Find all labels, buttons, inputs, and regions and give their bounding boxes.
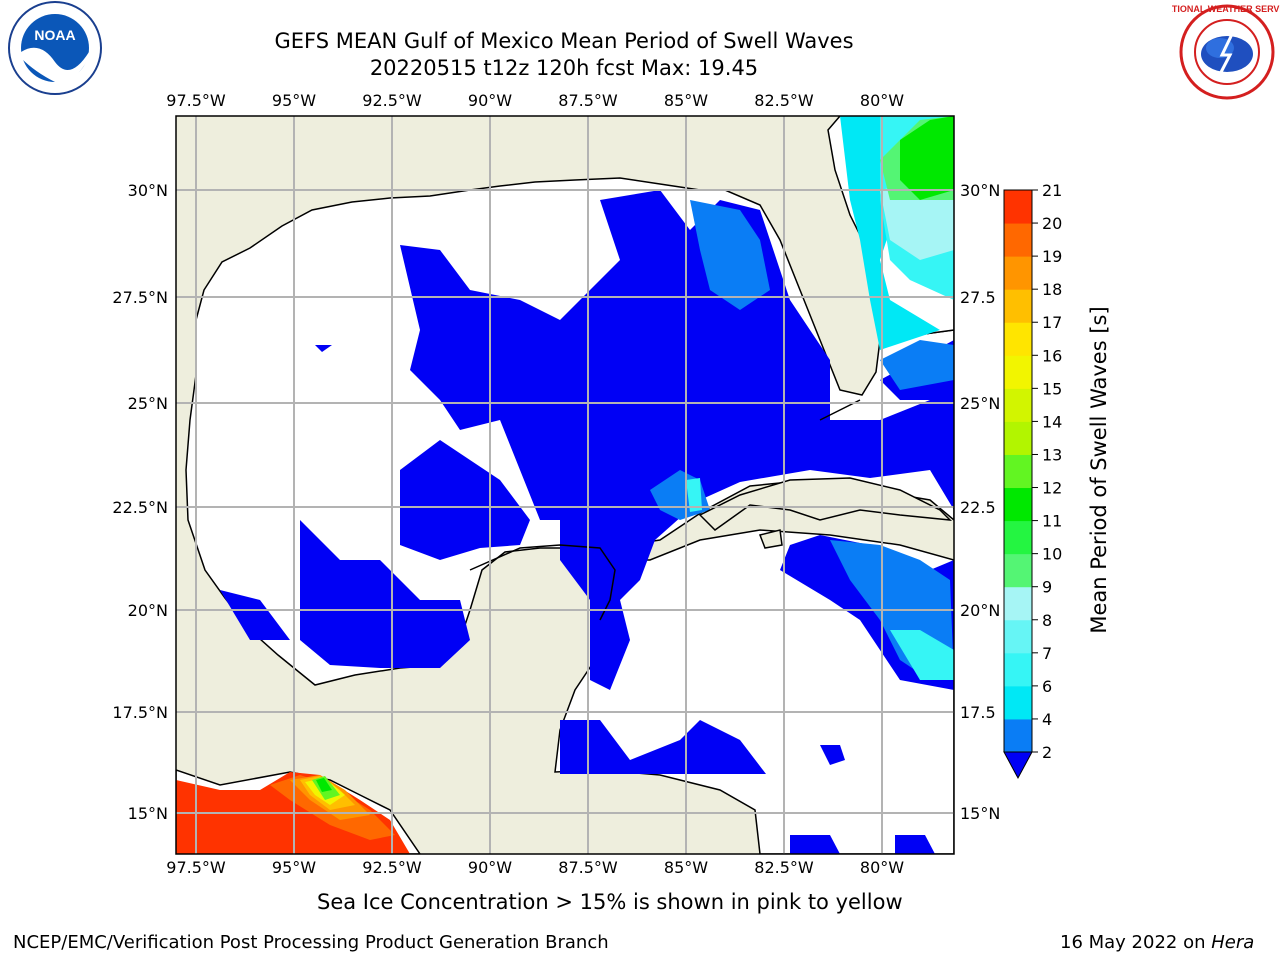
lon-label: 92.5°W: [362, 91, 422, 110]
lat-label: 30°N: [960, 181, 1000, 200]
colorbar-segment: [1004, 388, 1032, 422]
map-subtitle: 20220515 t12z 120h fcst Max: 19.45: [369, 56, 759, 80]
lon-labels-top: 97.5°W 95°W 92.5°W 90°W 87.5°W 85°W 82.5…: [166, 91, 904, 110]
lat-label: 22.5°N: [112, 498, 168, 517]
lat-label: 30°N: [128, 181, 168, 200]
colorbar: 2 4 6 7 8 9 10 11 12 13 14 15 16 17 18 19 20 21: [1003, 181, 1062, 780]
colorbar-tick-label: 11: [1042, 512, 1062, 531]
colorbar-segment: [1004, 718, 1032, 753]
footer-machine: Hera: [1211, 932, 1255, 953]
lat-label: 27.5°N: [112, 288, 168, 307]
lon-label: 95°W: [272, 91, 316, 110]
colorbar-tick-label: 2: [1042, 743, 1052, 762]
lat-labels-right: 30°N 27.5 25°N 22.5 20°N 17.5 15°N: [960, 181, 1000, 823]
lat-labels-left: 30°N 27.5°N 25°N 22.5°N 20°N 17.5°N 15°N: [112, 181, 168, 823]
lon-label: 90°W: [468, 858, 512, 877]
colorbar-segment: [1004, 454, 1032, 489]
noaa-logo-text: NOAA: [34, 27, 75, 43]
map-frame: [175, 115, 955, 855]
lon-label: 85°W: [664, 91, 708, 110]
colorbar-tick-label: 19: [1042, 247, 1062, 266]
map-title: GEFS MEAN Gulf of Mexico Mean Period of …: [274, 29, 854, 53]
lat-label: 25°N: [128, 394, 168, 413]
colorbar-tick-label: 21: [1042, 181, 1062, 200]
lat-label: 15°N: [960, 804, 1000, 823]
footer-date-text: 16 May 2022 on: [1060, 932, 1206, 953]
nws-logo-text: NATIONAL WEATHER SERVICE: [1172, 4, 1280, 14]
colorbar-tick-label: 8: [1042, 611, 1052, 630]
colorbar-segment: [1004, 487, 1032, 522]
lon-label: 92.5°W: [362, 858, 422, 877]
colorbar-segment: [1004, 685, 1032, 720]
noaa-logo: NOAA: [8, 1, 102, 95]
colorbar-tick-label: 10: [1042, 545, 1062, 564]
colorbar-segment: [1004, 256, 1032, 290]
colorbar-tick-label: 20: [1042, 214, 1062, 233]
colorbar-segment: [1004, 355, 1032, 389]
colorbar-tick-label: 6: [1042, 677, 1052, 696]
footer-branch: NCEP/EMC/Verification Post Processing Pr…: [13, 932, 609, 953]
lat-label: 20°N: [128, 601, 168, 620]
lon-label: 87.5°W: [558, 91, 618, 110]
lon-label: 95°W: [272, 858, 316, 877]
map-panel: [176, 116, 954, 854]
colorbar-tick-label: 17: [1042, 313, 1062, 332]
colorbar-segment: [1004, 553, 1032, 588]
lon-label: 80°W: [860, 91, 904, 110]
lon-label: 82.5°W: [754, 858, 814, 877]
colorbar-tick-label: 13: [1042, 445, 1062, 464]
colorbar-segment: [1004, 619, 1032, 654]
colorbar-frame: [1003, 189, 1033, 753]
colorbar-tick-label: 4: [1042, 710, 1052, 729]
colorbar-segment: [1004, 223, 1032, 257]
colorbar-segment: [1004, 520, 1032, 555]
colorbar-extend-arrow: [1003, 751, 1033, 780]
lat-label: 17.5°N: [112, 703, 168, 722]
jamaica-island: [758, 529, 783, 549]
colorbar-tick-label: 14: [1042, 412, 1062, 431]
lat-label: 15°N: [128, 804, 168, 823]
footer-date: 16 May 2022 on Hera: [1060, 932, 1254, 953]
colorbar-label: Mean Period of Swell Waves [s]: [1087, 306, 1111, 633]
colorbar-tick-label: 15: [1042, 379, 1062, 398]
swell-field: [176, 116, 954, 854]
colorbar-segment: [1004, 322, 1032, 356]
colorbar-segment: [1004, 586, 1032, 621]
lat-label: 17.5: [960, 703, 996, 722]
sea-ice-note: Sea Ice Concentration > 15% is shown in …: [317, 890, 903, 914]
colorbar-tick-label: 7: [1042, 644, 1052, 663]
graticule: [176, 116, 954, 854]
colorbar-segment: [1004, 190, 1032, 224]
nws-logo: NATIONAL WEATHER SERVICE: [1172, 4, 1280, 100]
lon-label: 85°W: [664, 858, 708, 877]
colorbar-segment: [1004, 421, 1032, 455]
colorbar-tick-label: 12: [1042, 479, 1062, 498]
lon-label: 82.5°W: [754, 91, 814, 110]
lon-label: 90°W: [468, 91, 512, 110]
lon-label: 97.5°W: [166, 91, 226, 110]
colorbar-tick-label: 18: [1042, 280, 1062, 299]
colorbar-segment: [1004, 652, 1032, 687]
lon-label: 87.5°W: [558, 858, 618, 877]
cuba-island: [698, 477, 953, 531]
lat-label: 20°N: [960, 601, 1000, 620]
lon-label: 97.5°W: [166, 858, 226, 877]
lat-label: 27.5: [960, 288, 996, 307]
colorbar-segment: [1004, 289, 1032, 323]
lat-label: 22.5: [960, 498, 996, 517]
lon-labels-bottom: 97.5°W 95°W 92.5°W 90°W 87.5°W 85°W 82.5…: [166, 858, 904, 877]
lat-label: 25°N: [960, 394, 1000, 413]
yucatan-outline: [469, 544, 616, 621]
colorbar-tick-label: 9: [1042, 578, 1052, 597]
colorbar-tick-label: 16: [1042, 346, 1062, 365]
lon-label: 80°W: [860, 858, 904, 877]
